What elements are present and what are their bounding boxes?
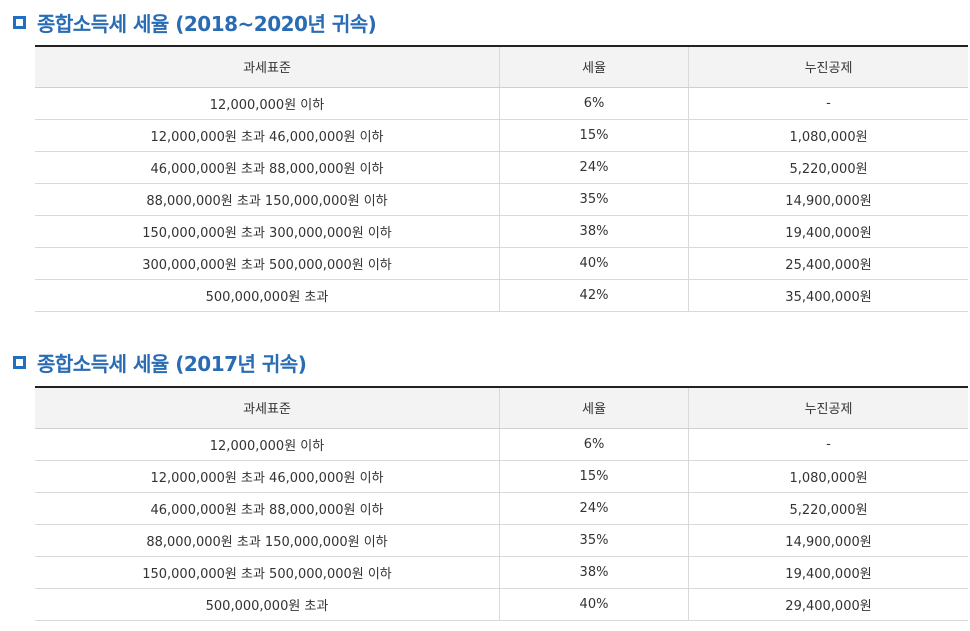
tax-base-cell: 12,000,000원 초과 46,000,000원 이하 [35, 119, 500, 152]
tax-rate-section-2017: 종합소득세 세율 (2017년 귀속) 과세표준 세율 누진공제 12,000,… [0, 340, 970, 621]
column-header-tax-base: 과세표준 [35, 386, 500, 429]
rate-cell: 35% [499, 524, 689, 557]
table-row: 12,000,000원 초과 46,000,000원 이하 15% 1,080,… [35, 119, 968, 152]
deduction-cell: 19,400,000원 [688, 215, 968, 248]
column-header-rate: 세율 [499, 386, 689, 429]
section-title: 종합소득세 세율 (2018~2020년 귀속) [37, 11, 377, 36]
deduction-cell: 35,400,000원 [688, 279, 968, 312]
section-heading: 종합소득세 세율 (2017년 귀속) [0, 340, 970, 384]
table-row: 150,000,000원 초과 500,000,000원 이하 38% 19,4… [35, 556, 968, 589]
rate-cell: 6% [499, 87, 689, 120]
column-header-deduction: 누진공제 [688, 45, 968, 88]
deduction-cell: - [688, 428, 968, 461]
deduction-cell: 1,080,000원 [688, 119, 968, 152]
deduction-cell: 5,220,000원 [688, 492, 968, 525]
column-header-rate: 세율 [499, 45, 689, 88]
tax-rate-table: 과세표준 세율 누진공제 12,000,000원 이하 6% - 12,000,… [35, 45, 968, 312]
tax-base-cell: 12,000,000원 이하 [35, 428, 500, 461]
table-row: 46,000,000원 초과 88,000,000원 이하 24% 5,220,… [35, 492, 968, 525]
table-row: 12,000,000원 초과 46,000,000원 이하 15% 1,080,… [35, 460, 968, 493]
rate-cell: 38% [499, 556, 689, 589]
tax-base-cell: 12,000,000원 이하 [35, 87, 500, 120]
table-row: 12,000,000원 이하 6% - [35, 87, 968, 120]
rate-cell: 35% [499, 183, 689, 216]
table-row: 500,000,000원 초과 42% 35,400,000원 [35, 279, 968, 312]
rate-cell: 6% [499, 428, 689, 461]
tax-base-cell: 46,000,000원 초과 88,000,000원 이하 [35, 492, 500, 525]
tax-base-cell: 46,000,000원 초과 88,000,000원 이하 [35, 151, 500, 184]
tax-rate-section-2018-2020: 종합소득세 세율 (2018~2020년 귀속) 과세표준 세율 누진공제 12… [0, 0, 970, 312]
rate-cell: 15% [499, 119, 689, 152]
tax-base-cell: 300,000,000원 초과 500,000,000원 이하 [35, 247, 500, 280]
deduction-cell: 29,400,000원 [688, 588, 968, 621]
tax-base-cell: 500,000,000원 초과 [35, 279, 500, 312]
tax-rate-table: 과세표준 세율 누진공제 12,000,000원 이하 6% - 12,000,… [35, 386, 968, 621]
tax-base-cell: 12,000,000원 초과 46,000,000원 이하 [35, 460, 500, 493]
tax-base-cell: 150,000,000원 초과 500,000,000원 이하 [35, 556, 500, 589]
table-row: 300,000,000원 초과 500,000,000원 이하 40% 25,4… [35, 247, 968, 280]
deduction-cell: - [688, 87, 968, 120]
rate-cell: 24% [499, 492, 689, 525]
deduction-cell: 14,900,000원 [688, 183, 968, 216]
table-row: 88,000,000원 초과 150,000,000원 이하 35% 14,90… [35, 183, 968, 216]
rate-cell: 24% [499, 151, 689, 184]
column-header-tax-base: 과세표준 [35, 45, 500, 88]
deduction-cell: 5,220,000원 [688, 151, 968, 184]
section-heading: 종합소득세 세율 (2018~2020년 귀속) [0, 0, 970, 44]
rate-cell: 15% [499, 460, 689, 493]
table-row: 150,000,000원 초과 300,000,000원 이하 38% 19,4… [35, 215, 968, 248]
square-bullet-icon [13, 356, 26, 369]
tax-base-cell: 88,000,000원 초과 150,000,000원 이하 [35, 524, 500, 557]
table-row: 500,000,000원 초과 40% 29,400,000원 [35, 588, 968, 621]
table-row: 88,000,000원 초과 150,000,000원 이하 35% 14,90… [35, 524, 968, 557]
column-header-deduction: 누진공제 [688, 386, 968, 429]
deduction-cell: 19,400,000원 [688, 556, 968, 589]
table-header-row: 과세표준 세율 누진공제 [35, 386, 968, 429]
rate-cell: 40% [499, 247, 689, 280]
rate-cell: 42% [499, 279, 689, 312]
table-row: 46,000,000원 초과 88,000,000원 이하 24% 5,220,… [35, 151, 968, 184]
square-bullet-icon [13, 16, 26, 29]
deduction-cell: 25,400,000원 [688, 247, 968, 280]
tax-base-cell: 150,000,000원 초과 300,000,000원 이하 [35, 215, 500, 248]
deduction-cell: 1,080,000원 [688, 460, 968, 493]
section-title: 종합소득세 세율 (2017년 귀속) [37, 351, 307, 376]
rate-cell: 38% [499, 215, 689, 248]
tax-base-cell: 88,000,000원 초과 150,000,000원 이하 [35, 183, 500, 216]
tax-base-cell: 500,000,000원 초과 [35, 588, 500, 621]
rate-cell: 40% [499, 588, 689, 621]
deduction-cell: 14,900,000원 [688, 524, 968, 557]
table-header-row: 과세표준 세율 누진공제 [35, 45, 968, 88]
table-row: 12,000,000원 이하 6% - [35, 428, 968, 461]
